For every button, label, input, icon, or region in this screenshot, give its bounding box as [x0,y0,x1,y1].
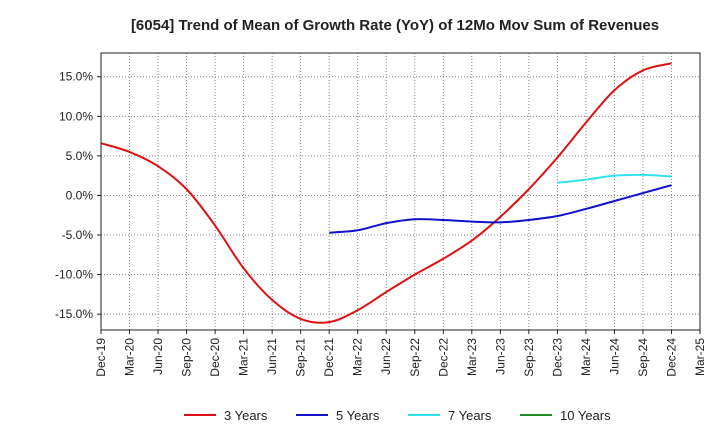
y-tick-label: 5.0% [66,149,94,163]
y-tick-label: -5.0% [62,228,94,242]
x-tick-label: Sep-21 [294,338,308,377]
series-line-7-years [557,173,672,184]
legend-label-10-years: 10 Years [560,408,611,423]
x-tick-label: Mar-20 [123,338,137,376]
x-tick-label: Jun-24 [607,338,621,375]
series-line-3-years [100,62,672,324]
y-tick-label: -15.0% [55,307,93,321]
grid [100,53,701,330]
y-tick-label: 10.0% [59,109,93,123]
x-tick-label: Mar-23 [465,338,479,376]
x-tick-label: Sep-24 [636,338,650,377]
legend-label-7-years: 7 Years [448,408,492,423]
x-tick-label: Mar-25 [693,338,707,376]
y-tick-label: 0.0% [66,188,94,202]
x-tick-label: Mar-21 [237,338,251,376]
series-line-5-years [329,184,672,234]
series-layer [100,62,672,324]
x-tick-label: Dec-19 [94,338,108,377]
plot-frame [100,52,701,331]
x-axis: Dec-19 Mar-20 Jun-20 Sep-20 Dec-20 Mar-21 Jun-… [94,330,707,377]
x-tick-label: Sep-22 [408,338,422,377]
x-tick-label: Dec-20 [208,338,222,377]
x-tick-label: Mar-24 [579,338,593,376]
x-tick-label: Dec-21 [322,338,336,377]
legend: 3 Years 5 Years 7 Years 10 Years [184,408,611,423]
x-tick-label: Jun-21 [265,338,279,375]
x-tick-label: Sep-20 [180,338,194,377]
x-tick-label: Dec-24 [664,338,678,377]
x-tick-label: Sep-23 [522,338,536,377]
y-axis: 15.0% 10.0% 5.0% 0.0% -5.0% -10.0% -15.0% [55,70,101,321]
x-tick-label: Jun-23 [493,338,507,375]
x-tick-label: Dec-22 [436,338,450,377]
y-tick-label: 15.0% [59,70,93,84]
x-tick-label: Jun-20 [151,338,165,375]
x-tick-label: Jun-22 [379,338,393,375]
chart-title: [6054] Trend of Mean of Growth Rate (YoY… [131,17,659,34]
x-tick-label: Dec-23 [550,338,564,377]
y-tick-label: -10.0% [55,268,93,282]
legend-label-5-years: 5 Years [336,408,380,423]
legend-label-3-years: 3 Years [224,408,268,423]
x-tick-label: Mar-22 [351,338,365,376]
